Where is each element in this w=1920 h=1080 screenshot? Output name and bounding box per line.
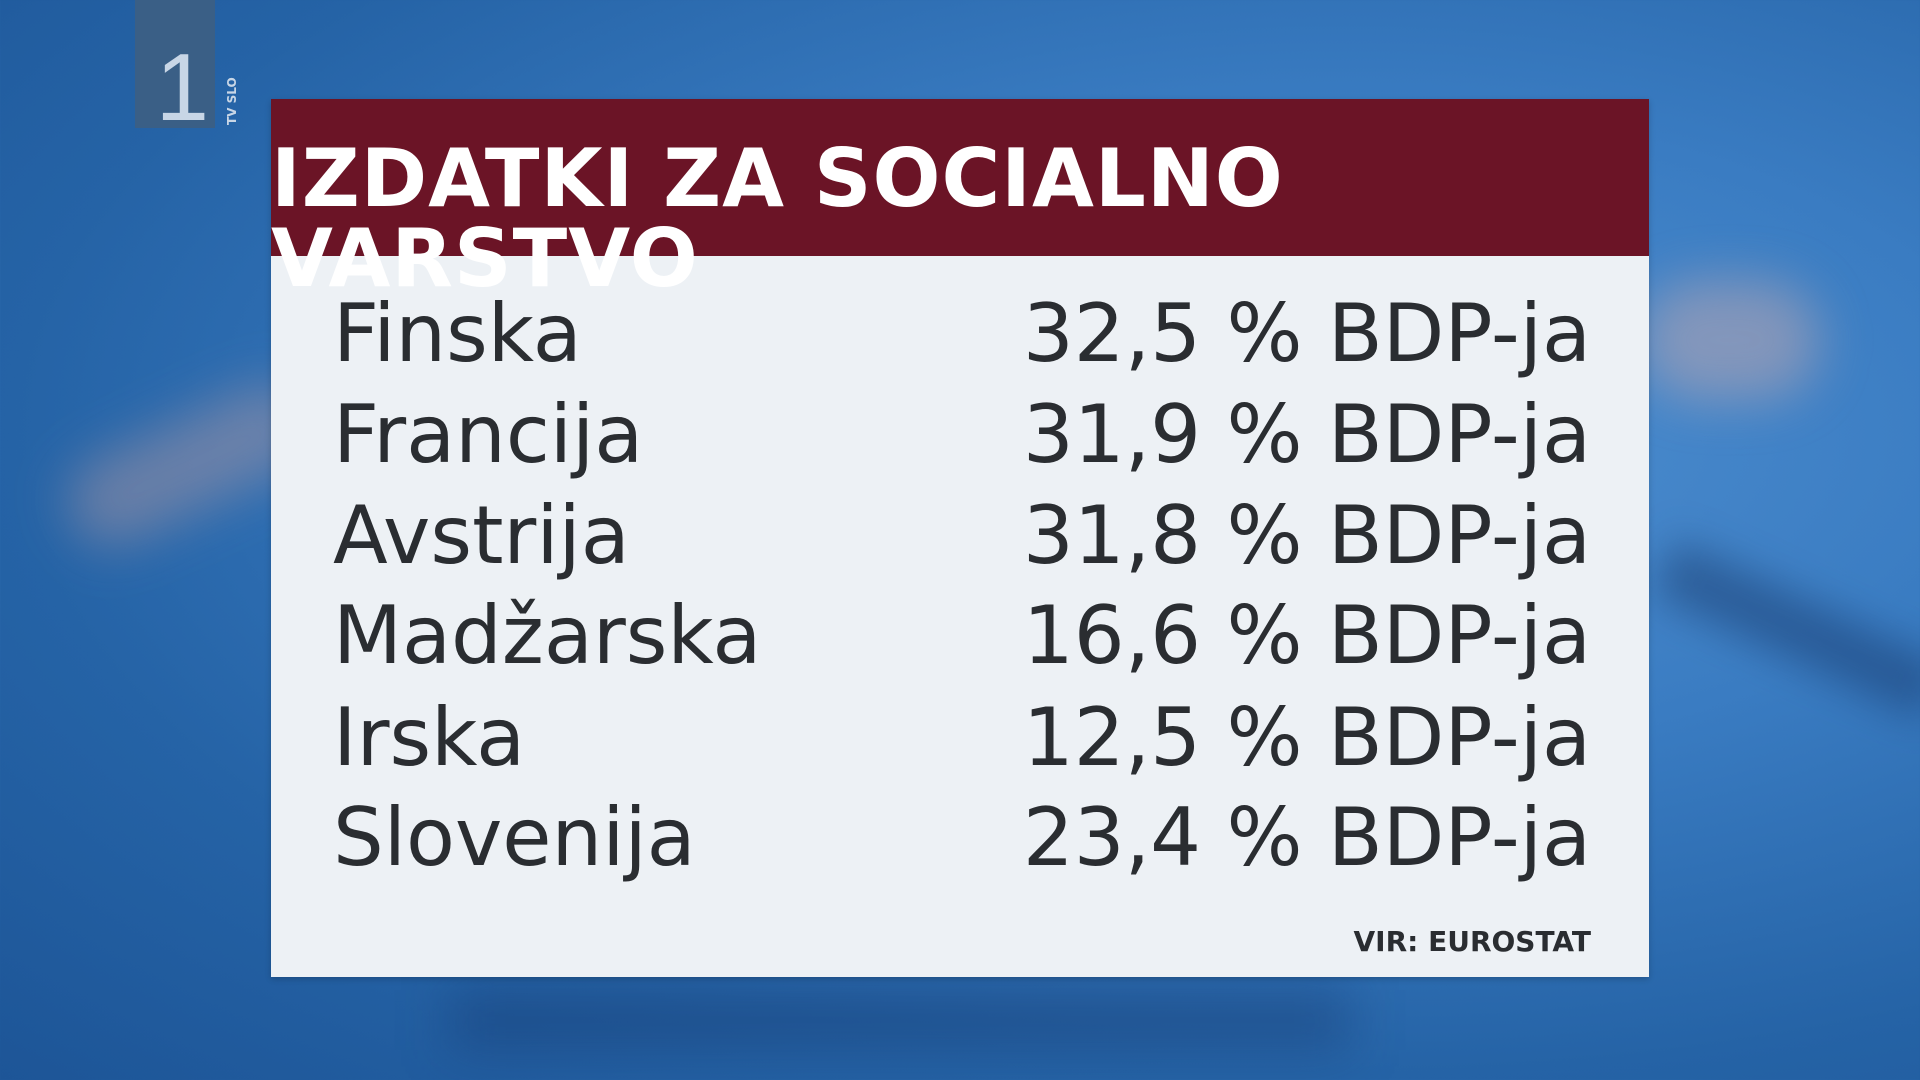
channel-logo: 1	[135, 0, 215, 136]
country-value: 31,9 % BDP-ja	[1022, 388, 1591, 481]
country-name: Avstrija	[333, 489, 630, 582]
channel-logo-text: TV SLO	[225, 77, 239, 125]
country-value: 23,4 % BDP-ja	[1022, 791, 1591, 884]
info-panel: IZDATKI ZA SOCIALNO VARSTVO Finska 32,5 %…	[271, 99, 1649, 977]
channel-logo-number: 1	[155, 34, 209, 141]
country-value: 16,6 % BDP-ja	[1022, 589, 1591, 682]
country-value: 12,5 % BDP-ja	[1022, 691, 1591, 784]
table-row: Irska 12,5 % BDP-ja	[333, 688, 1591, 788]
table-row: Avstrija 31,8 % BDP-ja	[333, 486, 1591, 586]
country-name: Madžarska	[333, 589, 762, 682]
table-row: Francija 31,9 % BDP-ja	[333, 385, 1591, 485]
table-row: Madžarska 16,6 % BDP-ja	[333, 586, 1591, 686]
country-name: Slovenija	[333, 791, 696, 884]
table-row: Slovenija 23,4 % BDP-ja	[333, 788, 1591, 888]
background-blur	[1651, 539, 1920, 721]
panel-header: IZDATKI ZA SOCIALNO VARSTVO	[271, 99, 1649, 299]
background-blur	[450, 990, 1350, 1050]
country-name: Francija	[333, 388, 644, 481]
country-name: Irska	[333, 691, 526, 784]
table-row: Finska 32,5 % BDP-ja	[333, 284, 1591, 384]
country-value: 31,8 % BDP-ja	[1022, 489, 1591, 582]
panel-title: IZDATKI ZA SOCIALNO VARSTVO	[271, 132, 1284, 305]
background-blur	[1640, 280, 1820, 400]
country-name: Finska	[333, 287, 582, 380]
source-label: VIR: EUROSTAT	[1353, 925, 1591, 958]
country-value: 32,5 % BDP-ja	[1022, 287, 1591, 380]
